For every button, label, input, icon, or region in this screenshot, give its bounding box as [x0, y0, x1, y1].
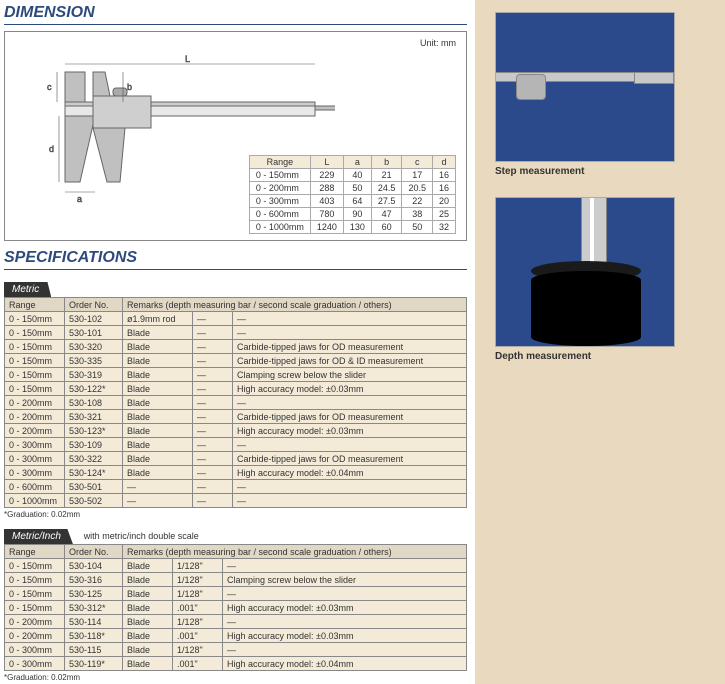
depth-measurement-label: Depth measurement — [495, 351, 705, 362]
svg-text:c: c — [47, 82, 52, 92]
metric-tab: Metric — [4, 282, 51, 297]
dim-row: 0 - 150mm22940211716 — [249, 169, 455, 182]
step-measurement-label: Step measurement — [495, 166, 705, 177]
dimension-heading: DIMENSION — [4, 4, 467, 25]
dim-row: 0 - 600mm78090473825 — [249, 208, 455, 221]
spec-row: 0 - 600mm530-501——— — [5, 480, 467, 494]
spec-row: 0 - 150mm530-316Blade1/128"Clamping scre… — [5, 573, 467, 587]
spec-row: 0 - 150mm530-102ø1.9mm rod—— — [5, 312, 467, 326]
spec-row: 0 - 300mm530-119*Blade.001"High accuracy… — [5, 657, 467, 671]
dim-col: b — [371, 156, 402, 169]
spec-row: 0 - 150mm530-320Blade—Carbide-tipped jaw… — [5, 340, 467, 354]
dim-row: 0 - 200mm2885024.520.516 — [249, 182, 455, 195]
dimension-diagram: Unit: mm L a b c — [4, 31, 467, 241]
spec-row: 0 - 200mm530-123*Blade—High accuracy mod… — [5, 424, 467, 438]
spec-row: 0 - 150mm530-319Blade—Clamping screw bel… — [5, 368, 467, 382]
dim-row: 0 - 300mm4036427.52220 — [249, 195, 455, 208]
spec-row: 0 - 200mm530-114Blade1/128"— — [5, 615, 467, 629]
svg-text:L: L — [185, 54, 190, 64]
col-order: Order No. — [65, 298, 123, 312]
spec-row: 0 - 150mm530-125Blade1/128"— — [5, 587, 467, 601]
svg-text:b: b — [127, 82, 132, 92]
metric-inch-note: with metric/inch double scale — [84, 531, 199, 541]
footnote-mi: *Graduation: 0.02mm — [4, 673, 467, 682]
step-measurement-photo — [495, 12, 675, 162]
spec-row: 0 - 150mm530-335Blade—Carbide-tipped jaw… — [5, 354, 467, 368]
footnote-metric: *Graduation: 0.02mm — [4, 510, 467, 519]
metric-spec-table: Range Order No. Remarks (depth measuring… — [4, 297, 467, 508]
spec-row: 0 - 200mm530-108Blade—— — [5, 396, 467, 410]
col-remarks-2: Remarks (depth measuring bar / second sc… — [123, 545, 467, 559]
spec-row: 0 - 200mm530-321Blade—Carbide-tipped jaw… — [5, 410, 467, 424]
dim-col: d — [432, 156, 455, 169]
right-column: Step measurement Depth measurement — [475, 0, 725, 684]
spec-row: 0 - 300mm530-322Blade—Carbide-tipped jaw… — [5, 452, 467, 466]
specifications-heading: SPECIFICATIONS — [4, 249, 467, 270]
dim-col: a — [343, 156, 371, 169]
metric-inch-spec-table: Range Order No. Remarks (depth measuring… — [4, 544, 467, 671]
spec-row: 0 - 150mm530-101Blade—— — [5, 326, 467, 340]
dimension-table: RangeLabcd 0 - 150mm229402117160 - 200mm… — [249, 155, 456, 234]
unit-label: Unit: mm — [420, 38, 456, 48]
metric-inch-tab: Metric/Inch — [4, 529, 73, 544]
dim-col: L — [310, 156, 343, 169]
spec-row: 0 - 200mm530-118*Blade.001"High accuracy… — [5, 629, 467, 643]
spec-row: 0 - 150mm530-104Blade1/128"— — [5, 559, 467, 573]
dim-col: c — [402, 156, 433, 169]
caliper-step-icon — [496, 72, 674, 102]
spec-row: 0 - 150mm530-122*Blade—High accuracy mod… — [5, 382, 467, 396]
spec-row: 0 - 300mm530-124*Blade—High accuracy mod… — [5, 466, 467, 480]
col-remarks: Remarks (depth measuring bar / second sc… — [123, 298, 467, 312]
col-range-2: Range — [5, 545, 65, 559]
spec-row: 0 - 300mm530-115Blade1/128"— — [5, 643, 467, 657]
depth-measurement-photo — [495, 197, 675, 347]
col-order-2: Order No. — [65, 545, 123, 559]
col-range: Range — [5, 298, 65, 312]
left-column: DIMENSION Unit: mm L a b — [0, 0, 475, 684]
spec-row: 0 - 1000mm530-502——— — [5, 494, 467, 508]
spec-row: 0 - 150mm530-312*Blade.001"High accuracy… — [5, 601, 467, 615]
svg-text:a: a — [77, 194, 82, 204]
dim-col: Range — [249, 156, 310, 169]
dim-row: 0 - 1000mm1240130605032 — [249, 221, 455, 234]
svg-text:d: d — [49, 144, 54, 154]
spec-row: 0 - 300mm530-109Blade—— — [5, 438, 467, 452]
